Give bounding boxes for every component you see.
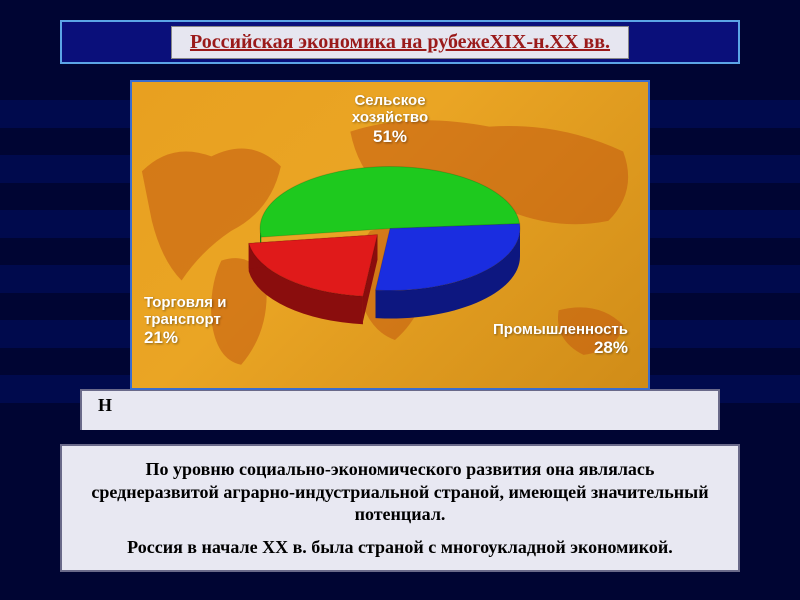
title-inner: Российская экономика на рубежеXIX-н.XX в… bbox=[171, 26, 629, 59]
label-trade: Торговля итранспорт 21% bbox=[144, 294, 226, 348]
label-agriculture: Сельскоехозяйство 51% bbox=[352, 92, 428, 146]
label-trade-pct: 21% bbox=[144, 328, 226, 348]
title-bar: Российская экономика на рубежеXIX-н.XX в… bbox=[60, 20, 740, 64]
pie-3d-chart bbox=[210, 129, 570, 349]
label-agriculture-name: Сельскоехозяйство bbox=[352, 92, 428, 127]
label-industry-pct: 28% bbox=[493, 338, 628, 358]
label-industry: Промышленность 28% bbox=[493, 321, 628, 358]
pie-chart-panel: Сельскоехозяйство 51% Промышленность 28%… bbox=[130, 80, 650, 390]
label-trade-name: Торговля итранспорт bbox=[144, 294, 226, 329]
slide-title: Российская экономика на рубежеXIX-н.XX в… bbox=[190, 31, 610, 53]
label-agriculture-pct: 51% bbox=[352, 127, 428, 147]
paragraph-2: Россия в начале XX в. была страной с мно… bbox=[84, 536, 716, 559]
description-box: По уровню социально-экономического разви… bbox=[60, 444, 740, 572]
paragraph-1: По уровню социально-экономического разви… bbox=[84, 458, 716, 526]
pie-holder bbox=[210, 129, 570, 354]
label-industry-name: Промышленность bbox=[493, 321, 628, 338]
hidden-box-peek: Н bbox=[80, 389, 720, 430]
